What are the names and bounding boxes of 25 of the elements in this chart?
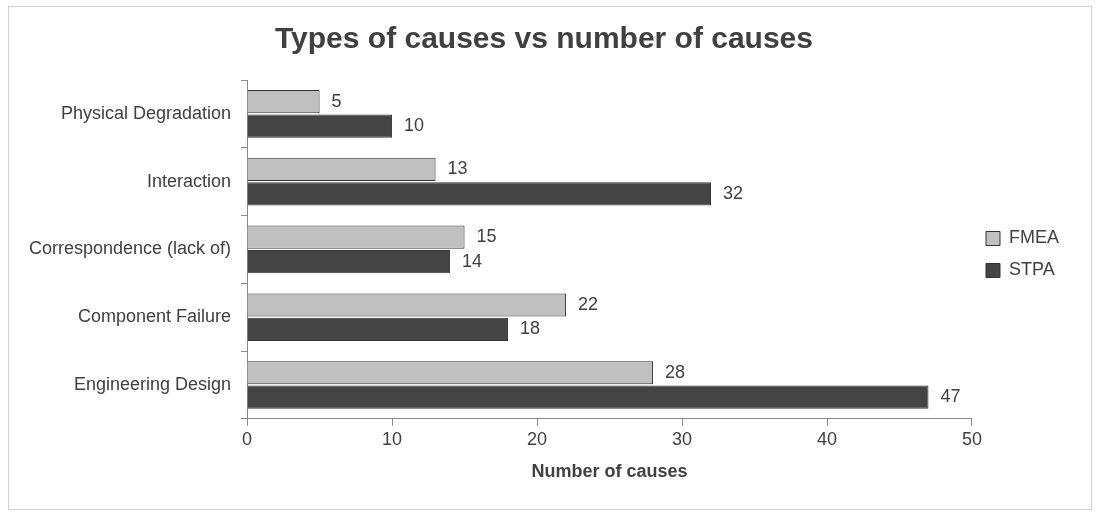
data-label: 28 (665, 361, 686, 382)
x-tick-label: 20 (527, 428, 548, 449)
x-tick-label: 40 (817, 428, 838, 449)
y-tick-label: Engineering Design (73, 373, 232, 394)
data-label: 47 (940, 386, 961, 407)
x-tick-label: 50 (961, 428, 983, 449)
chart-title: Types of causes vs number of causes (275, 21, 813, 55)
data-label: 10 (404, 115, 425, 136)
x-tick-label: 0 (242, 428, 253, 449)
data-label: 14 (462, 250, 483, 271)
legend-label: STPA (1009, 259, 1055, 280)
data-label: 18 (520, 318, 541, 339)
data-label: 22 (578, 293, 599, 314)
data-label: 13 (447, 158, 468, 179)
y-tick-label: Component Failure (78, 306, 232, 327)
data-label: 32 (723, 182, 744, 203)
y-tick-label: Correspondence (lack of) (28, 238, 232, 259)
y-tick-label: Interaction (147, 170, 232, 191)
data-label: 5 (331, 90, 342, 111)
legend-label: FMEA (1009, 227, 1060, 248)
y-tick-label: Physical Degradation (60, 102, 232, 123)
x-tick-label: 30 (672, 428, 693, 449)
data-label: 15 (476, 226, 497, 247)
x-axis-title: Number of causes (531, 461, 688, 482)
x-tick-label: 10 (382, 428, 403, 449)
